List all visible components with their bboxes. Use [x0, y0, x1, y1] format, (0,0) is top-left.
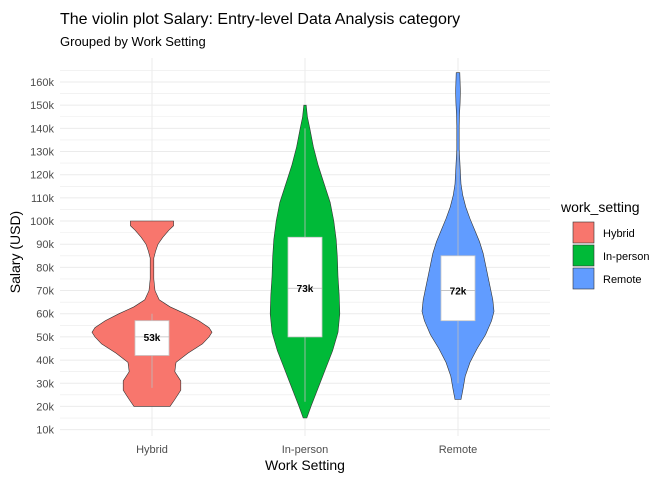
y-tick-label: 120k [30, 170, 54, 182]
legend: work_setting Hybrid In-person Remote [560, 199, 649, 290]
legend-title: work_setting [560, 199, 640, 215]
legend-label: In-person [603, 251, 649, 263]
violins: 53k 73k 72k [91, 72, 495, 419]
box [440, 255, 476, 322]
median-label: 72k [450, 287, 467, 298]
y-tick-label: 10k [36, 425, 54, 437]
y-tick-label: 40k [36, 355, 54, 367]
y-tick-label: 90k [36, 239, 54, 251]
chart-title: The violin plot Salary: Entry-level Data… [60, 11, 460, 28]
y-tick-label: 80k [36, 262, 54, 274]
legend-key-hybrid [572, 221, 595, 244]
y-tick-label: 70k [36, 286, 54, 298]
box [134, 320, 170, 356]
median-label: 73k [297, 284, 314, 295]
legend-label: Remote [603, 274, 642, 286]
legend-key-in-person [572, 244, 595, 267]
violin-group-in-person: 73k [269, 104, 341, 419]
y-tick-label: 140k [30, 123, 54, 135]
x-axis-ticks: Hybrid In-person Remote [136, 444, 477, 456]
y-tick-label: 50k [36, 332, 54, 344]
y-axis-title: Salary (USD) [7, 211, 23, 293]
x-tick-label: In-person [282, 444, 328, 456]
violin-body [91, 220, 213, 407]
x-tick-label: Hybrid [136, 444, 168, 456]
y-tick-label: 60k [36, 309, 54, 321]
violin-group-hybrid: 53k [91, 220, 213, 407]
median-label: 53k [144, 333, 161, 344]
y-axis-ticks: 10k 20k 30k 40k 50k 60k 70k 80k 90k 100k 110k 120k 1… [30, 77, 54, 437]
y-tick-label: 110k [31, 193, 55, 205]
x-axis-title: Work Setting [265, 457, 345, 473]
y-tick-label: 100k [30, 216, 54, 228]
x-tick-label: Remote [439, 444, 478, 456]
y-tick-label: 30k [36, 378, 54, 390]
y-tick-label: 160k [30, 77, 54, 89]
legend-key-remote [572, 267, 595, 290]
box [287, 236, 323, 338]
y-tick-label: 150k [30, 100, 54, 112]
chart-subtitle: Grouped by Work Setting [60, 34, 206, 49]
violin-group-remote: 72k [421, 72, 495, 400]
y-tick-label: 130k [30, 147, 54, 159]
y-tick-label: 20k [36, 401, 54, 413]
legend-label: Hybrid [603, 228, 635, 240]
